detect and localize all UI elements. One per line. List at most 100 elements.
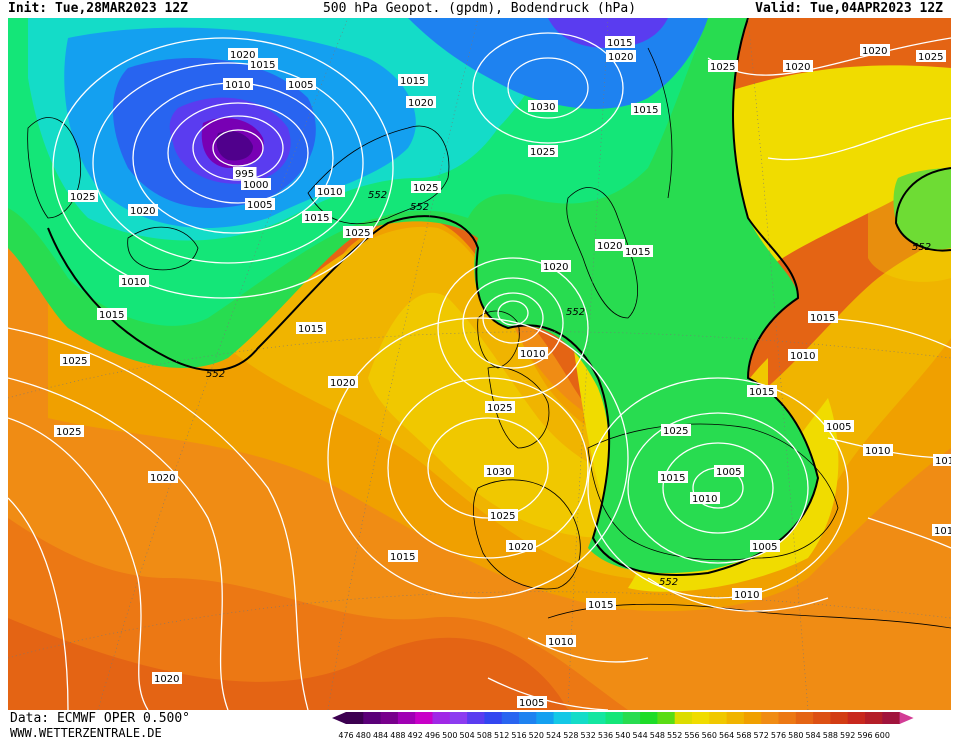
isobar-label-box bbox=[128, 204, 158, 216]
isobar-label-box bbox=[152, 672, 182, 684]
isobar-label-box bbox=[586, 598, 616, 610]
isobar-label: 1015 bbox=[633, 105, 658, 116]
legend-swatch bbox=[605, 712, 624, 724]
legend-label: 596 bbox=[857, 731, 872, 740]
isobar-label: 1005 bbox=[247, 200, 272, 211]
legend-arrow-right bbox=[899, 712, 914, 724]
isobar-label: 1015 bbox=[304, 213, 329, 224]
legend-label: 476 bbox=[338, 731, 353, 740]
isobar-label: 1015 bbox=[99, 310, 124, 321]
isobar-label: 1020 bbox=[130, 206, 155, 217]
isobar-label: 1025 bbox=[710, 62, 735, 73]
isobar-label: 1025 bbox=[56, 427, 81, 438]
isobar-label-box bbox=[863, 444, 893, 456]
contour-552-label: 552 bbox=[659, 577, 678, 588]
legend-swatch bbox=[795, 712, 814, 724]
isobar-label: 1025 bbox=[487, 403, 512, 414]
isobar-label: 1010 bbox=[692, 494, 717, 505]
legend-label: 560 bbox=[702, 731, 717, 740]
isobar-label: 1020 bbox=[230, 50, 255, 61]
legend-label: 584 bbox=[805, 731, 820, 740]
isobar-label: 1020 bbox=[154, 674, 179, 685]
isobar-label: 1010 bbox=[121, 277, 146, 288]
legend-label: 512 bbox=[494, 731, 509, 740]
legend-swatch bbox=[553, 712, 572, 724]
data-source: Data: ECMWF OPER 0.500° bbox=[10, 711, 191, 726]
geopotential-field-476 bbox=[216, 131, 253, 161]
color-legend: 476 480 484 488 492 496 500 504 508 512 516 520 524 5… bbox=[332, 712, 914, 740]
legend-swatch bbox=[847, 712, 866, 724]
isobar-label: 1015 bbox=[749, 387, 774, 398]
legend-label: 528 bbox=[563, 731, 578, 740]
legend-label: 524 bbox=[546, 731, 561, 740]
isobar-label: 1025 bbox=[530, 147, 555, 158]
isobar-label: 1025 bbox=[345, 228, 370, 239]
legend-swatch bbox=[484, 712, 503, 724]
isobar-label-box bbox=[248, 58, 278, 70]
isobar-label: 1010 bbox=[935, 456, 951, 467]
isobar-label-box bbox=[623, 245, 653, 257]
isobar-label-box bbox=[528, 100, 558, 112]
isobar-label: 1005 bbox=[288, 80, 313, 91]
isobar-label-box bbox=[506, 540, 536, 552]
isobar-label: 1015 bbox=[298, 324, 323, 335]
isobar-label: 1010 bbox=[734, 590, 759, 601]
legend-label: 552 bbox=[667, 731, 682, 740]
legend-swatch bbox=[519, 712, 537, 724]
isobar-label: 1020 bbox=[543, 262, 568, 273]
geopotential-field-504 bbox=[548, 18, 668, 48]
isobar-label: 1020 bbox=[508, 542, 533, 553]
legend-swatch bbox=[346, 712, 364, 724]
isobar-label-box bbox=[860, 44, 890, 56]
legend-label: 576 bbox=[771, 731, 786, 740]
isobar-label-box bbox=[411, 181, 441, 193]
isobar-label-box bbox=[54, 425, 84, 437]
legend-swatch bbox=[622, 712, 641, 724]
isobar-label-box bbox=[485, 401, 515, 413]
isobar-label: 1020 bbox=[408, 98, 433, 109]
isobar-label-box bbox=[932, 524, 951, 536]
legend-label: 532 bbox=[581, 731, 596, 740]
isobar-label: 1010 bbox=[520, 349, 545, 360]
legend-label: 508 bbox=[477, 731, 492, 740]
contour-552-line bbox=[47, 18, 820, 576]
isobar-label-box bbox=[808, 311, 838, 323]
legend-swatch bbox=[692, 712, 710, 724]
isobar-label-box bbox=[245, 198, 275, 210]
graticule bbox=[8, 18, 951, 710]
contour-552-label: 552 bbox=[410, 202, 429, 213]
legend-label: 488 bbox=[390, 731, 405, 740]
isobar-label-box bbox=[97, 308, 127, 320]
isobar-label-box bbox=[68, 190, 98, 202]
legend-swatch bbox=[570, 712, 589, 724]
isobar-label-box bbox=[241, 178, 271, 190]
legend-swatch bbox=[674, 712, 693, 724]
header-bar: Init: Tue,28MAR2023 12Z 500 hPa Geopot. … bbox=[0, 0, 959, 18]
legend-swatch bbox=[432, 712, 451, 724]
isobar-label-box bbox=[518, 347, 548, 359]
isobar-label: 1010 bbox=[865, 446, 890, 457]
isobar-label-box bbox=[541, 260, 571, 272]
legend-labels: 476 480 484 488 492 496 500 504 508 512 516 520 524 5… bbox=[338, 731, 890, 740]
legend-swatch bbox=[882, 712, 901, 724]
isobar-label: 1015 bbox=[625, 247, 650, 258]
isobar-label: 1015 bbox=[588, 600, 613, 611]
legend-label: 540 bbox=[615, 731, 630, 740]
footer-bar: Data: ECMWF OPER 0.500° WWW.WETTERZENTRA… bbox=[0, 710, 959, 741]
legend-swatches bbox=[332, 712, 914, 724]
isobar-label: 1015 bbox=[250, 60, 275, 71]
website-url: WWW.WETTERZENTRALE.DE bbox=[10, 726, 162, 740]
isobar-label-box bbox=[732, 588, 762, 600]
isobar-label-box bbox=[690, 492, 720, 504]
legend-label: 600 bbox=[875, 731, 890, 740]
isobar-label-box bbox=[517, 696, 547, 708]
legend-label: 544 bbox=[632, 731, 647, 740]
isobar-label-box bbox=[388, 550, 418, 562]
isobar-label: 1005 bbox=[716, 467, 741, 478]
isobar-label-box bbox=[233, 167, 257, 179]
isobar-label: 1005 bbox=[752, 542, 777, 553]
isobar-label: 1020 bbox=[862, 46, 887, 57]
isobar-label-box bbox=[223, 78, 253, 90]
legend-swatch bbox=[743, 712, 762, 724]
isobar-label-box bbox=[595, 239, 625, 251]
